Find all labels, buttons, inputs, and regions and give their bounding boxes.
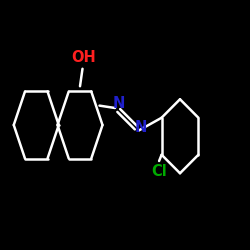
Text: Cl: Cl <box>151 164 167 178</box>
Text: N: N <box>112 96 125 111</box>
Text: N: N <box>134 120 147 135</box>
Text: OH: OH <box>72 50 96 65</box>
